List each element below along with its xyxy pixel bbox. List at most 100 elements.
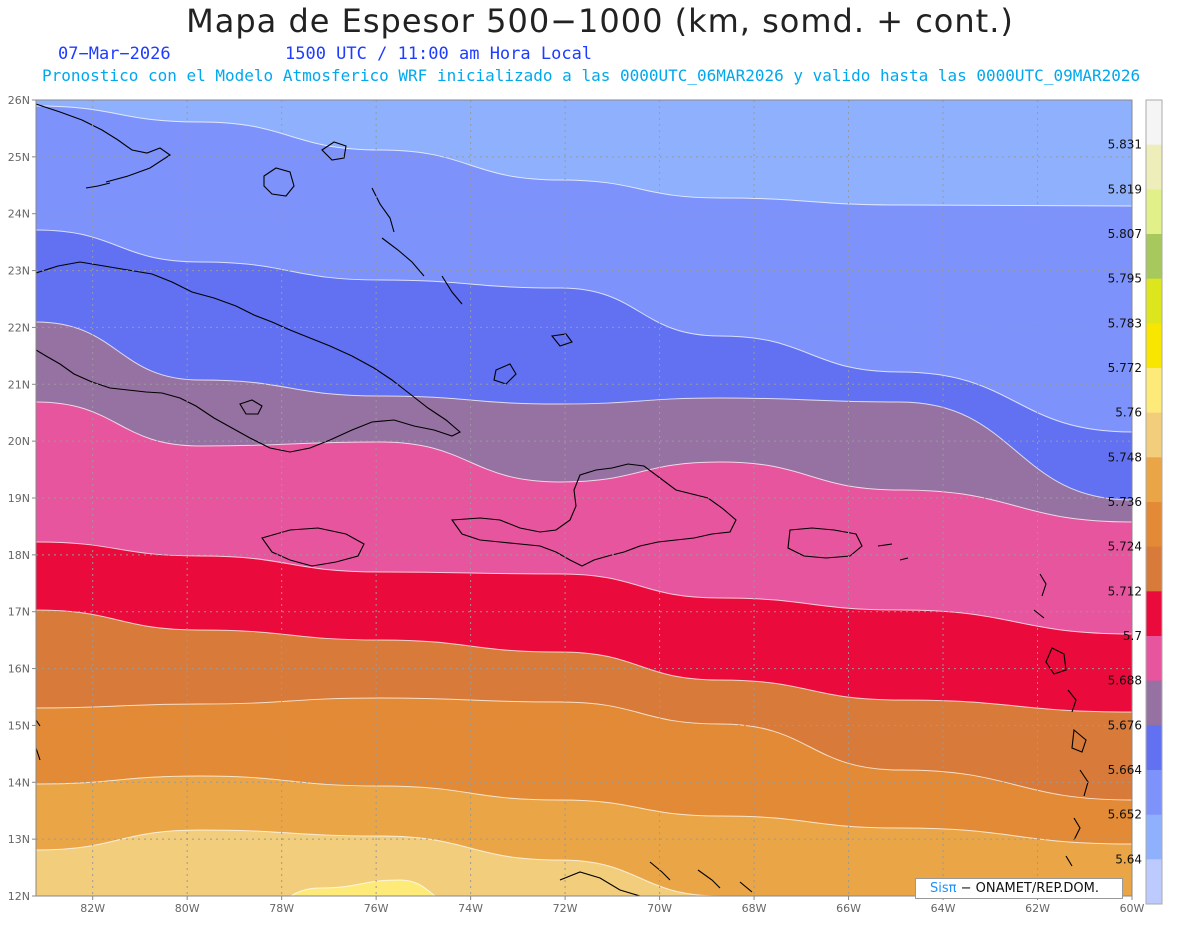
coast-bahamas-exuma bbox=[381, 237, 425, 277]
lat-tick-label: 16N bbox=[8, 663, 30, 676]
lon-tick-label: 68W bbox=[742, 902, 767, 915]
coast-bahamas-long-island bbox=[441, 275, 463, 305]
coast-puerto-rico bbox=[787, 527, 863, 559]
colorbar-swatch bbox=[1146, 368, 1162, 414]
colorbar-swatch bbox=[1146, 591, 1162, 637]
coast-venezuela bbox=[559, 861, 753, 896]
contour-line bbox=[36, 229, 1132, 433]
coast-bahamas-andros bbox=[263, 167, 295, 197]
lat-tick-label: 22N bbox=[8, 321, 30, 334]
credit-text: − ONAMET/REP.DOM. bbox=[956, 881, 1100, 896]
band-fill bbox=[36, 830, 720, 896]
colorbar-frame bbox=[1145, 99, 1163, 905]
lat-tick-label: 25N bbox=[8, 151, 30, 164]
lon-tick-label: 64W bbox=[931, 902, 956, 915]
contour-line bbox=[36, 697, 1132, 801]
coast-leeward-islands bbox=[1033, 573, 1087, 753]
colorbar-swatch bbox=[1146, 636, 1162, 682]
colorbar-label: 5.736 bbox=[1108, 495, 1142, 509]
colorbar-label: 5.795 bbox=[1108, 272, 1142, 286]
colorbar-swatch bbox=[1146, 323, 1162, 369]
model-subtitle: Pronostico con el Modelo Atmosferico WRF… bbox=[42, 66, 1141, 85]
contour-line bbox=[36, 775, 1132, 845]
credit-brand: Sisπ bbox=[930, 881, 957, 896]
coast-bahamas-abaco bbox=[321, 141, 347, 161]
coast-bahamas-inagua bbox=[493, 363, 517, 385]
contour-line bbox=[36, 541, 1132, 635]
coast-virgin-islands bbox=[877, 543, 909, 561]
colorbar: 5.831 5.819 5.807 5.795 5.783 5.772 5.76 5.748 5… bbox=[1108, 99, 1163, 905]
lat-tick-label: 19N bbox=[8, 492, 30, 505]
coast-cuba bbox=[36, 261, 461, 453]
lon-tick-label: 74W bbox=[458, 902, 483, 915]
colorbar-label: 5.712 bbox=[1108, 584, 1142, 598]
colorbar-swatch bbox=[1146, 144, 1162, 190]
colorbar-swatch bbox=[1146, 725, 1162, 771]
lon-tick-label: 80W bbox=[175, 902, 200, 915]
lat-tick-label: 17N bbox=[8, 606, 30, 619]
colorbar-swatch bbox=[1146, 234, 1162, 280]
lat-tick-label: 14N bbox=[8, 776, 30, 789]
colorbar-label: 5.664 bbox=[1108, 763, 1142, 777]
colorbar-label: 5.772 bbox=[1108, 361, 1142, 375]
lat-tick-label: 12N bbox=[8, 890, 30, 903]
thickness-bands bbox=[36, 100, 1132, 896]
forecast-date: 07−Mar−2026 bbox=[58, 44, 171, 64]
map-plot-area bbox=[36, 100, 1132, 896]
contour-line bbox=[290, 879, 437, 896]
contour-line bbox=[36, 401, 1132, 523]
forecast-time: 1500 UTC / 11:00 am Hora Local bbox=[285, 44, 593, 64]
coast-jamaica bbox=[261, 527, 365, 567]
colorbar-swatch bbox=[1146, 100, 1162, 146]
lon-tick-label: 66W bbox=[836, 902, 861, 915]
lon-tick-label: 70W bbox=[647, 902, 672, 915]
colorbar-label: 5.676 bbox=[1108, 718, 1142, 732]
lat-lon-grid bbox=[36, 100, 1132, 896]
colorbar-label: 5.652 bbox=[1108, 808, 1142, 822]
map-title: Mapa de Espesor 500−1000 (km, somd. + co… bbox=[186, 2, 1014, 40]
colorbar-swatch bbox=[1146, 770, 1162, 816]
contour-line bbox=[36, 609, 1132, 713]
coast-turks-caicos bbox=[550, 333, 573, 347]
coast-hispaniola bbox=[450, 463, 737, 567]
thickness-contours bbox=[36, 105, 1132, 896]
lon-tick-label: 76W bbox=[364, 902, 389, 915]
coast-nicaragua bbox=[36, 719, 41, 761]
lon-tick-label: 78W bbox=[269, 902, 294, 915]
lat-tick-label: 24N bbox=[8, 208, 30, 221]
coast-florida-keys bbox=[85, 182, 111, 189]
colorbar-label: 5.748 bbox=[1108, 450, 1142, 464]
lat-tick-label: 15N bbox=[8, 719, 30, 732]
lat-tick-label: 20N bbox=[8, 435, 30, 448]
colorbar-swatch bbox=[1146, 502, 1162, 548]
colorbar-label: 5.724 bbox=[1108, 540, 1142, 554]
lon-tick-label: 72W bbox=[553, 902, 578, 915]
colorbar-label: 5.783 bbox=[1108, 316, 1142, 330]
contour-line bbox=[36, 105, 1132, 207]
colorbar-label: 5.76 bbox=[1115, 406, 1142, 420]
axis-ticks: 26N 25N 24N 23N 22N 21N 20N 19N 18N 17N 16N 15N 14N 1… bbox=[8, 94, 1145, 915]
contour-line bbox=[36, 321, 1132, 501]
coastlines bbox=[36, 103, 1089, 896]
colorbar-label: 5.819 bbox=[1108, 182, 1142, 196]
lon-tick-label: 62W bbox=[1025, 902, 1050, 915]
colorbar-label: 5.64 bbox=[1115, 852, 1142, 866]
colorbar-label: 5.7 bbox=[1123, 629, 1142, 643]
colorbar-label: 5.807 bbox=[1108, 227, 1142, 241]
lat-tick-label: 26N bbox=[8, 94, 30, 107]
colorbar-swatch bbox=[1146, 680, 1162, 726]
credit-badge: Sisπ − ONAMET/REP.DOM. bbox=[915, 878, 1123, 899]
colorbar-label: 5.688 bbox=[1108, 674, 1142, 688]
lon-tick-label: 82W bbox=[80, 902, 105, 915]
colorbar-swatch bbox=[1146, 189, 1162, 235]
colorbar-swatch bbox=[1146, 412, 1162, 458]
colorbar-swatch bbox=[1146, 814, 1162, 860]
colorbar-swatch bbox=[1146, 859, 1162, 905]
coast-florida bbox=[36, 103, 171, 183]
lat-tick-label: 13N bbox=[8, 833, 30, 846]
coast-isla-juventud bbox=[239, 399, 263, 415]
lat-tick-label: 21N bbox=[8, 378, 30, 391]
colorbar-label: 5.831 bbox=[1108, 138, 1142, 152]
lat-tick-label: 23N bbox=[8, 265, 30, 278]
